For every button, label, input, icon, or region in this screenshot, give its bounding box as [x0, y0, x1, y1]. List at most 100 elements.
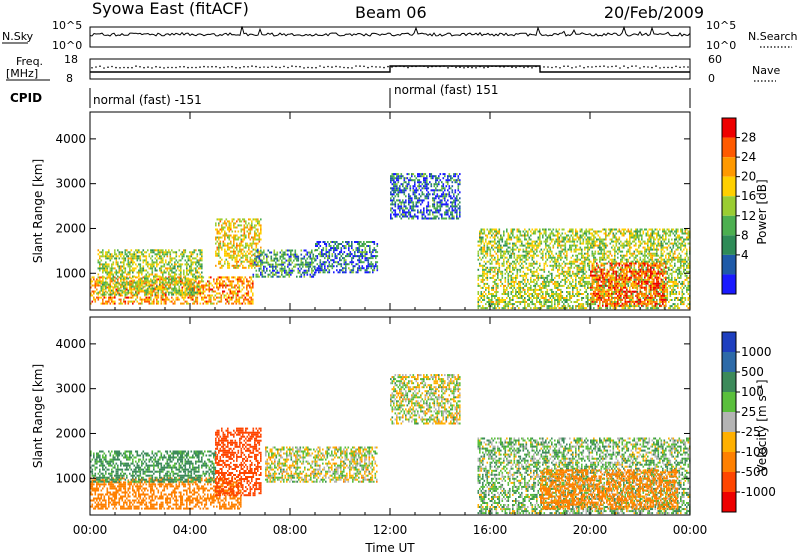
power-cell [372, 257, 374, 260]
power-cell [557, 270, 559, 273]
power-cell [249, 260, 252, 263]
power-cell [254, 238, 256, 241]
power-cell [303, 273, 306, 276]
power-cell [572, 260, 574, 263]
power-cell [405, 201, 407, 204]
power-cell [391, 199, 394, 202]
power-cell [169, 267, 172, 270]
power-cell [174, 263, 176, 266]
power-cell [497, 244, 499, 247]
power-cell [376, 245, 379, 247]
power-cell [418, 179, 421, 182]
power-cell [190, 293, 193, 296]
power-cell [486, 278, 489, 281]
power-cell [527, 303, 529, 306]
power-cell [417, 181, 419, 184]
power-cell [537, 293, 540, 295]
nave-dot [555, 66, 557, 68]
power-cell [148, 263, 151, 266]
power-cell [223, 284, 226, 287]
power-cell [418, 211, 421, 214]
power-cell [515, 274, 517, 277]
power-cell [160, 265, 163, 268]
power-cell [536, 240, 538, 243]
power-cell [504, 256, 507, 259]
power-cell [254, 226, 256, 229]
nave-dot [655, 65, 657, 67]
power-cell [184, 287, 187, 290]
power-cell [195, 300, 197, 303]
power-cell [369, 245, 371, 247]
power-cell [572, 244, 574, 247]
power-cell [501, 246, 504, 249]
power-cell [564, 276, 567, 279]
power-cell [572, 228, 574, 231]
power-cell [488, 303, 490, 306]
power-cell [96, 280, 98, 283]
power-cell [560, 258, 562, 261]
power-cell [220, 282, 223, 285]
power-cell [357, 247, 359, 250]
power-cell [148, 296, 151, 299]
power-cell [524, 293, 526, 295]
power-cell [495, 295, 498, 297]
power-cell [509, 282, 511, 285]
power-cell [247, 280, 250, 283]
power-cell [130, 281, 133, 284]
power-cell [93, 292, 95, 295]
power-cell [132, 269, 134, 272]
power-cell [138, 287, 140, 290]
power-cell [276, 257, 279, 260]
power-cell [399, 187, 401, 190]
power-cell [355, 241, 358, 243]
power-cell [530, 293, 532, 295]
power-cell [163, 251, 166, 254]
power-cell [316, 255, 319, 258]
power-cell [319, 269, 322, 272]
power-cell [102, 289, 104, 292]
power-cell [216, 246, 219, 249]
nave-dot [167, 66, 169, 69]
power-cell [554, 234, 556, 237]
power-cell [136, 276, 139, 279]
power-cell [235, 296, 238, 299]
power-cell [214, 298, 217, 301]
power-cell [135, 255, 137, 258]
power-cell [124, 283, 127, 286]
power-cell [228, 294, 230, 297]
power-cell [241, 276, 244, 279]
power-cell [236, 242, 238, 245]
power-cell [551, 232, 553, 235]
power-cell [294, 249, 297, 252]
power-cell [111, 255, 113, 258]
power-cell [177, 280, 179, 283]
power-cell [409, 177, 412, 180]
power-cell [150, 273, 152, 276]
power-cell [432, 175, 434, 178]
power-cell [400, 217, 403, 220]
power-cell [366, 253, 368, 256]
power-cell [536, 260, 538, 263]
power-cell [145, 300, 148, 303]
power-cell [127, 257, 130, 260]
power-cell [160, 291, 163, 294]
power-cell [337, 263, 340, 266]
power-cell [441, 213, 443, 216]
power-cell [296, 257, 298, 260]
power-cell [540, 240, 543, 243]
power-cell [360, 267, 362, 270]
power-cell [255, 234, 258, 237]
power-cell [96, 282, 98, 285]
power-cell [99, 284, 101, 287]
nave-dot [363, 65, 365, 68]
power-cell [178, 249, 181, 252]
power-cell [409, 189, 412, 192]
power-cell [343, 261, 346, 264]
power-cell [485, 266, 487, 269]
power-cell [345, 245, 347, 247]
power-cell [524, 303, 526, 306]
power-cell [142, 265, 145, 268]
power-cell [106, 281, 109, 284]
power-cell [513, 282, 516, 285]
power-cell [515, 280, 517, 283]
